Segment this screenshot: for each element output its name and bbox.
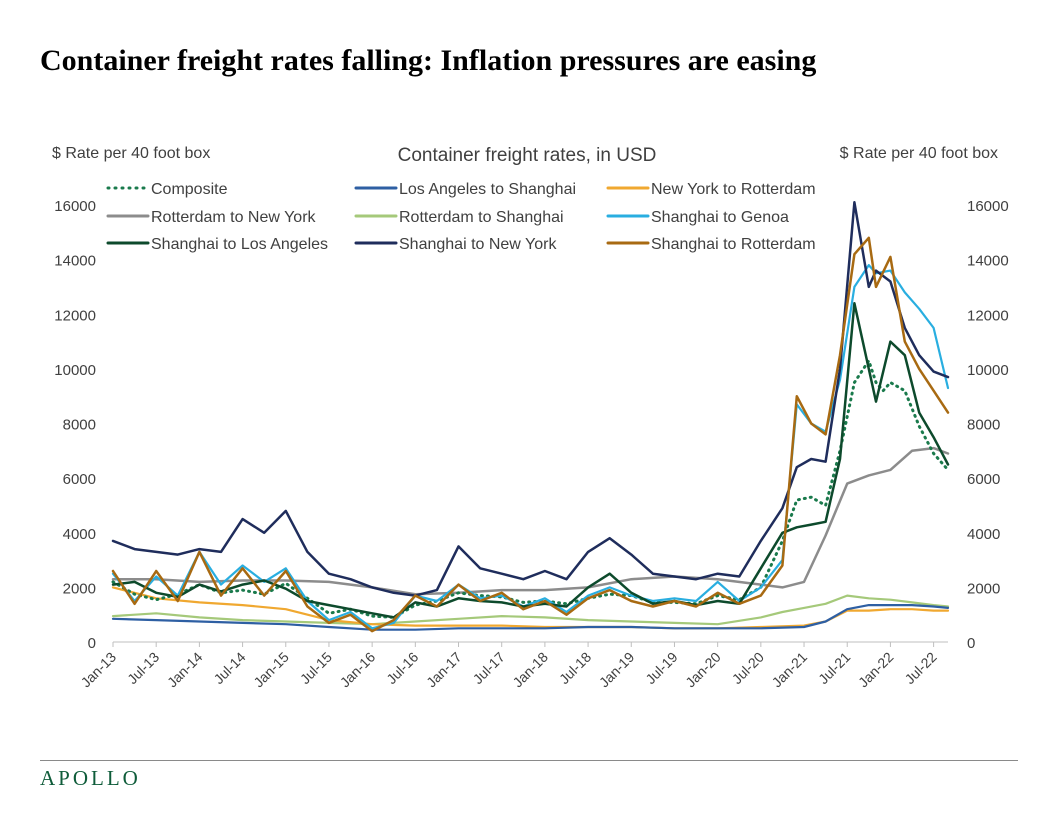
series-line-shanghai-to-rotterdam bbox=[111, 236, 950, 633]
x-tick-label: Jul-18 bbox=[556, 649, 594, 687]
x-tick-label: Jul-16 bbox=[383, 649, 421, 687]
legend-label: Shanghai to Genoa bbox=[651, 209, 789, 226]
footer-divider bbox=[40, 760, 1018, 761]
series-line-shanghai-to-new-york bbox=[111, 201, 950, 597]
legend: Composite Los Angeles to Shanghai New York… bbox=[106, 181, 816, 253]
y-tick-label-right: 10000 bbox=[967, 362, 1009, 379]
y-tick-label-right: 6000 bbox=[967, 471, 1000, 488]
y-tick-label-left: 10000 bbox=[54, 362, 96, 379]
x-axis: Jan-13 Jul-13 Jan-14 Jul-14 Jan-15 Jul-15 Jan-… bbox=[78, 642, 940, 690]
x-tick-label: Jul-13 bbox=[124, 649, 162, 687]
y-axis-left: 0 2000 4000 6000 8000 10000 12000 14000 16000 bbox=[54, 198, 96, 652]
x-tick-label: Jan-20 bbox=[682, 649, 724, 691]
series-line-rotterdam-to-new-york bbox=[111, 446, 950, 596]
x-tick-label: Jul-15 bbox=[297, 649, 335, 687]
plot-area bbox=[111, 201, 950, 633]
legend-label: Rotterdam to New York bbox=[151, 209, 317, 226]
series-line-rotterdam-to-shanghai bbox=[111, 594, 950, 626]
x-tick-label: Jul-20 bbox=[729, 649, 767, 687]
series-line-composite bbox=[111, 359, 950, 619]
x-tick-label: Jan-16 bbox=[337, 649, 379, 691]
x-tick-label: Jul-14 bbox=[210, 649, 248, 687]
y-tick-label-right: 4000 bbox=[967, 526, 1000, 543]
chart-title: Container freight rates, in USD bbox=[398, 145, 657, 166]
y-tick-label-right: 12000 bbox=[967, 307, 1009, 324]
legend-label: Rotterdam to Shanghai bbox=[399, 209, 564, 226]
y-tick-label-left: 2000 bbox=[63, 580, 96, 597]
x-tick-label: Jan-15 bbox=[250, 649, 292, 691]
freight-rates-chart: Container freight rates, in USD $ Rate p… bbox=[52, 145, 1009, 690]
legend-label: Los Angeles to Shanghai bbox=[399, 181, 576, 198]
y-tick-label-left: 8000 bbox=[63, 417, 96, 434]
series-line-shanghai-to-genoa bbox=[111, 264, 950, 630]
y-tick-label-left: 0 bbox=[88, 635, 96, 652]
y-tick-label-left: 12000 bbox=[54, 307, 96, 324]
series-line-shanghai-to-los-angeles bbox=[111, 302, 950, 619]
x-tick-label: Jan-21 bbox=[769, 649, 811, 691]
x-tick-label: Jan-17 bbox=[423, 649, 465, 691]
x-tick-label: Jul-17 bbox=[470, 649, 508, 687]
y-tick-label-right: 14000 bbox=[967, 253, 1009, 270]
x-tick-label: Jul-21 bbox=[815, 649, 853, 687]
y-tick-label-left: 16000 bbox=[54, 198, 96, 215]
x-tick-label: Jul-22 bbox=[901, 649, 939, 687]
y-tick-label-left: 4000 bbox=[63, 526, 96, 543]
y-tick-label-left: 14000 bbox=[54, 253, 96, 270]
legend-label: New York to Rotterdam bbox=[651, 181, 816, 198]
y-tick-label-left: 6000 bbox=[63, 471, 96, 488]
legend-label: Shanghai to New York bbox=[399, 236, 557, 253]
y-axis-label-right: $ Rate per 40 foot box bbox=[840, 145, 998, 162]
series-line-los-angeles-to-shanghai bbox=[111, 604, 950, 631]
x-tick-label: Jul-19 bbox=[642, 649, 680, 687]
slide-title: Container freight rates falling: Inflati… bbox=[40, 44, 817, 77]
x-tick-label: Jan-22 bbox=[855, 649, 897, 691]
apollo-logo: APOLLO bbox=[40, 766, 141, 790]
y-axis-right: 0 2000 4000 6000 8000 10000 12000 14000 16000 bbox=[967, 198, 1009, 652]
y-tick-label-right: 8000 bbox=[967, 417, 1000, 434]
legend-label: Composite bbox=[151, 181, 228, 198]
y-axis-label-left: $ Rate per 40 foot box bbox=[52, 145, 210, 162]
y-tick-label-right: 0 bbox=[967, 635, 975, 652]
x-tick-label: Jan-19 bbox=[596, 649, 638, 691]
legend-label: Shanghai to Los Angeles bbox=[151, 236, 328, 253]
x-tick-label: Jan-13 bbox=[78, 649, 120, 691]
x-tick-label: Jan-18 bbox=[509, 649, 551, 691]
legend-label: Shanghai to Rotterdam bbox=[651, 236, 816, 253]
y-tick-label-right: 16000 bbox=[967, 198, 1009, 215]
x-tick-label: Jan-14 bbox=[164, 649, 206, 691]
y-tick-label-right: 2000 bbox=[967, 580, 1000, 597]
